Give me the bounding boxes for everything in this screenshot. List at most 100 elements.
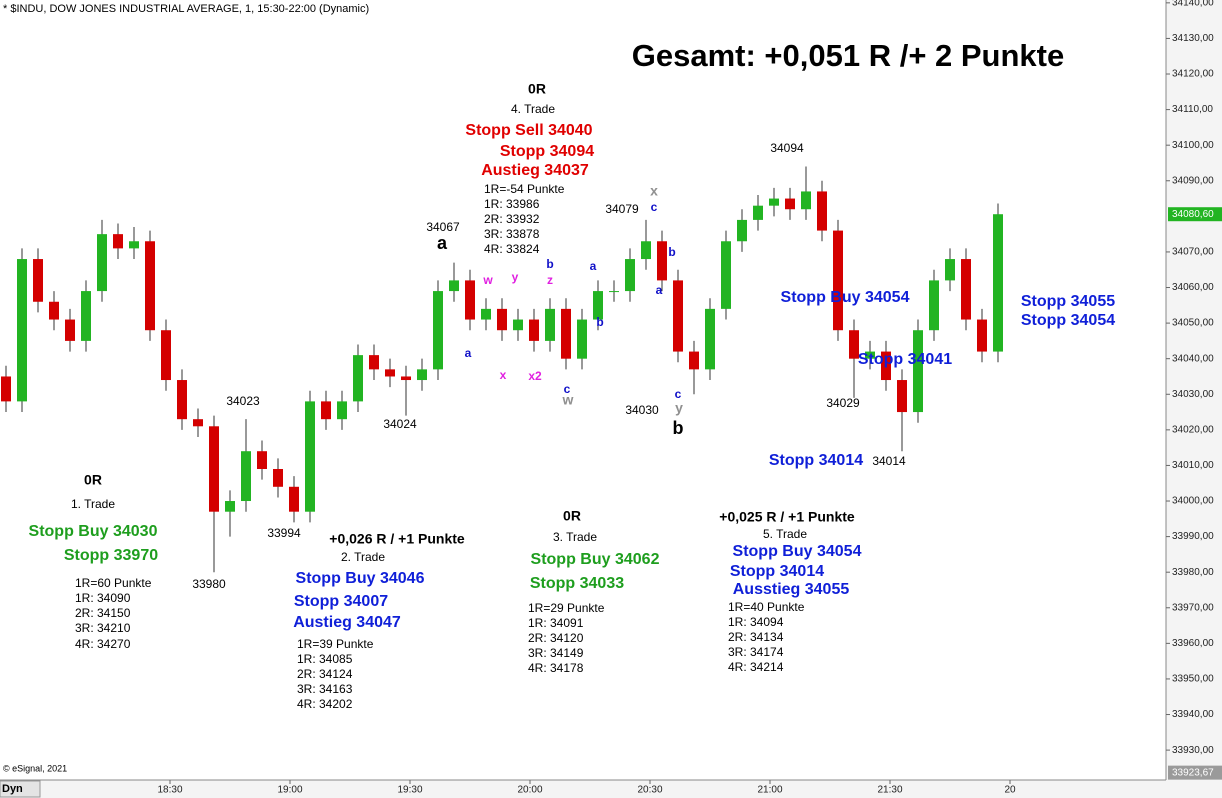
candle-body xyxy=(545,308,555,341)
annotation: 5. Trade xyxy=(763,527,807,541)
candle-body xyxy=(881,351,891,381)
annotation: c xyxy=(675,387,682,401)
annotation: 34014 xyxy=(872,454,906,468)
annotation: 34067 xyxy=(426,220,460,234)
dyn-button[interactable] xyxy=(0,780,41,798)
annotation: Stopp 34033 xyxy=(530,575,624,592)
annotation: 4R: 33824 xyxy=(484,242,540,256)
annotation: Stopp 34054 xyxy=(1021,312,1115,329)
annotation: +0,026 R / +1 Punkte xyxy=(329,531,465,547)
annotation: 3R: 34174 xyxy=(728,645,784,659)
candle-body xyxy=(81,291,91,341)
x-tick-label: 19:30 xyxy=(397,785,422,796)
annotation: y xyxy=(512,270,519,284)
candle-body xyxy=(833,230,843,331)
candle-body xyxy=(401,376,411,381)
candle-body xyxy=(785,198,795,210)
candle-body xyxy=(961,259,971,320)
annotation: z xyxy=(547,273,553,287)
candle-body xyxy=(929,280,939,331)
candle-body xyxy=(721,241,731,309)
candle-body xyxy=(321,401,331,420)
annotation: 1R: 34085 xyxy=(297,652,353,666)
candle-body xyxy=(897,380,907,413)
x-tick-label: 20:30 xyxy=(637,785,662,796)
annotation: x xyxy=(500,368,507,382)
annotation: 4R: 34214 xyxy=(728,660,784,674)
annotation: x2 xyxy=(528,369,542,383)
y-tick-label: 34020,00 xyxy=(1172,424,1214,435)
candle-body xyxy=(161,330,171,381)
annotation: 1R=29 Punkte xyxy=(528,601,605,615)
candle-body xyxy=(913,330,923,413)
x-tick-label: 20:00 xyxy=(517,785,542,796)
chart-title: * $INDU, DOW JONES INDUSTRIAL AVERAGE, 1… xyxy=(3,3,369,15)
annotation: 2. Trade xyxy=(341,550,385,564)
headline: Gesamt: +0,051 R /+ 2 Punkte xyxy=(632,38,1065,73)
annotation: Stopp Sell 34040 xyxy=(465,122,592,139)
annotation: 34094 xyxy=(770,141,804,155)
time-axis-panel xyxy=(0,780,1166,798)
candle-body xyxy=(129,241,139,249)
y-tick-label: 33950,00 xyxy=(1172,674,1214,685)
y-tick-label: 34030,00 xyxy=(1172,389,1214,400)
candle-body xyxy=(97,234,107,292)
annotation: 2R: 34134 xyxy=(728,630,784,644)
annotation: 3. Trade xyxy=(553,530,597,544)
candle-body xyxy=(193,419,203,427)
annotation: c xyxy=(564,382,571,396)
candle-body xyxy=(177,380,187,420)
annotation: Ausstieg 34055 xyxy=(733,581,850,598)
annotation: 34079 xyxy=(605,202,639,216)
y-tick-label: 34110,00 xyxy=(1172,104,1213,115)
annotation: 0R xyxy=(528,81,546,97)
candle-body xyxy=(417,369,427,381)
annotation: 1R=39 Punkte xyxy=(297,637,374,651)
y-tick-label: 33960,00 xyxy=(1172,638,1214,649)
y-tick-label: 33990,00 xyxy=(1172,531,1214,542)
candle-body xyxy=(113,234,123,249)
annotation: Stopp 34041 xyxy=(858,351,952,368)
candle-body xyxy=(753,205,763,220)
annotation: w xyxy=(562,392,574,408)
y-tick-label: 34140,00 xyxy=(1172,0,1214,8)
annotation: a xyxy=(465,346,472,360)
x-tick-label: 18:30 xyxy=(157,785,182,796)
candle-body xyxy=(529,319,539,341)
candle-body xyxy=(465,280,475,320)
annotation: Austieg 34037 xyxy=(481,162,589,179)
y-tick-label: 34130,00 xyxy=(1172,33,1214,44)
y-tick-label: 34050,00 xyxy=(1172,318,1214,329)
candle-body xyxy=(561,308,571,359)
x-tick-label: 20 xyxy=(1004,785,1016,796)
y-tick-label: 34010,00 xyxy=(1172,460,1214,471)
candle-body xyxy=(817,191,827,231)
last_price-label: 34080,60 xyxy=(1172,209,1214,220)
y-tick-label: 34040,00 xyxy=(1172,353,1214,364)
annotation: 2R: 34124 xyxy=(297,667,353,681)
annotation: a xyxy=(437,233,448,253)
candle-body xyxy=(337,401,347,420)
y-tick-label: 34060,00 xyxy=(1172,282,1214,293)
annotation: Stopp 34055 xyxy=(1021,293,1115,310)
annotation: 33980 xyxy=(192,577,226,591)
candle-body xyxy=(801,191,811,210)
annotation: y xyxy=(675,400,683,416)
candles xyxy=(1,166,1003,573)
candle-body xyxy=(145,241,155,331)
annotation: 3R: 34149 xyxy=(528,646,584,660)
annotation: Stopp 33970 xyxy=(64,547,158,564)
y-tick-label: 34070,00 xyxy=(1172,247,1214,258)
candle-body xyxy=(481,308,491,320)
y-tick-label: 34090,00 xyxy=(1172,175,1214,186)
dyn-label[interactable]: Dyn xyxy=(2,783,23,795)
candle-body xyxy=(241,451,251,502)
annotation: 34029 xyxy=(826,396,860,410)
x-tick-label: 21:30 xyxy=(877,785,902,796)
candle-body xyxy=(1,376,11,402)
annotation: 34023 xyxy=(226,394,260,408)
annotation: 2R: 34120 xyxy=(528,631,584,645)
annotation: 4. Trade xyxy=(511,102,555,116)
annotation: 1R: 34090 xyxy=(75,591,131,605)
